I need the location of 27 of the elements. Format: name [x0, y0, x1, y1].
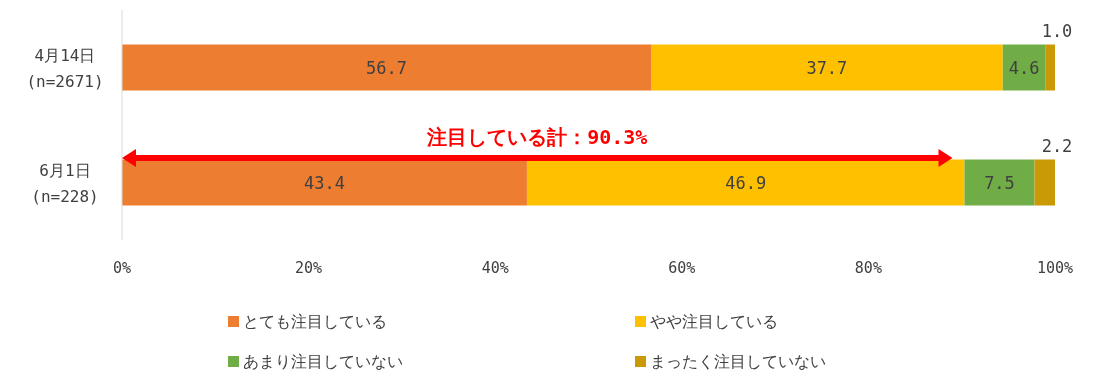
x-tick-label: 80% [854, 259, 882, 277]
data-label: 43.4 [303, 172, 345, 193]
bar [122, 44, 652, 91]
x-tick-label: 0% [112, 259, 132, 277]
data-label: 7.5 [984, 172, 1015, 193]
data-label: 37.7 [806, 57, 848, 78]
y-tick-label: 6月1日 (n=228) [31, 160, 99, 206]
bar [1002, 44, 1046, 91]
data-label: 1.0 [1041, 20, 1073, 41]
data-label: 56.7 [366, 57, 407, 78]
data-label: 2.2 [1041, 135, 1073, 156]
bar [651, 44, 1003, 91]
x-tick-label: 40% [481, 259, 509, 277]
data-label: 46.9 [725, 172, 767, 193]
bar [1034, 159, 1055, 206]
y-tick-label: 4月14日 (n=2671) [26, 45, 104, 91]
bar [964, 159, 1035, 206]
legend-label: とても注目している [243, 312, 387, 331]
legend-label: やや注目している [650, 312, 778, 331]
legend-label: まったく注目していない [650, 352, 826, 371]
x-tick-label: 20% [295, 259, 323, 277]
x-tick-label: 100% [1036, 259, 1074, 277]
legend-label: あまり注目していない [243, 352, 403, 371]
data-label: 4.6 [1008, 57, 1040, 78]
annotation: 注目している計：90.3% [426, 125, 648, 149]
bar [1045, 44, 1055, 91]
x-tick-label: 60% [668, 259, 696, 277]
